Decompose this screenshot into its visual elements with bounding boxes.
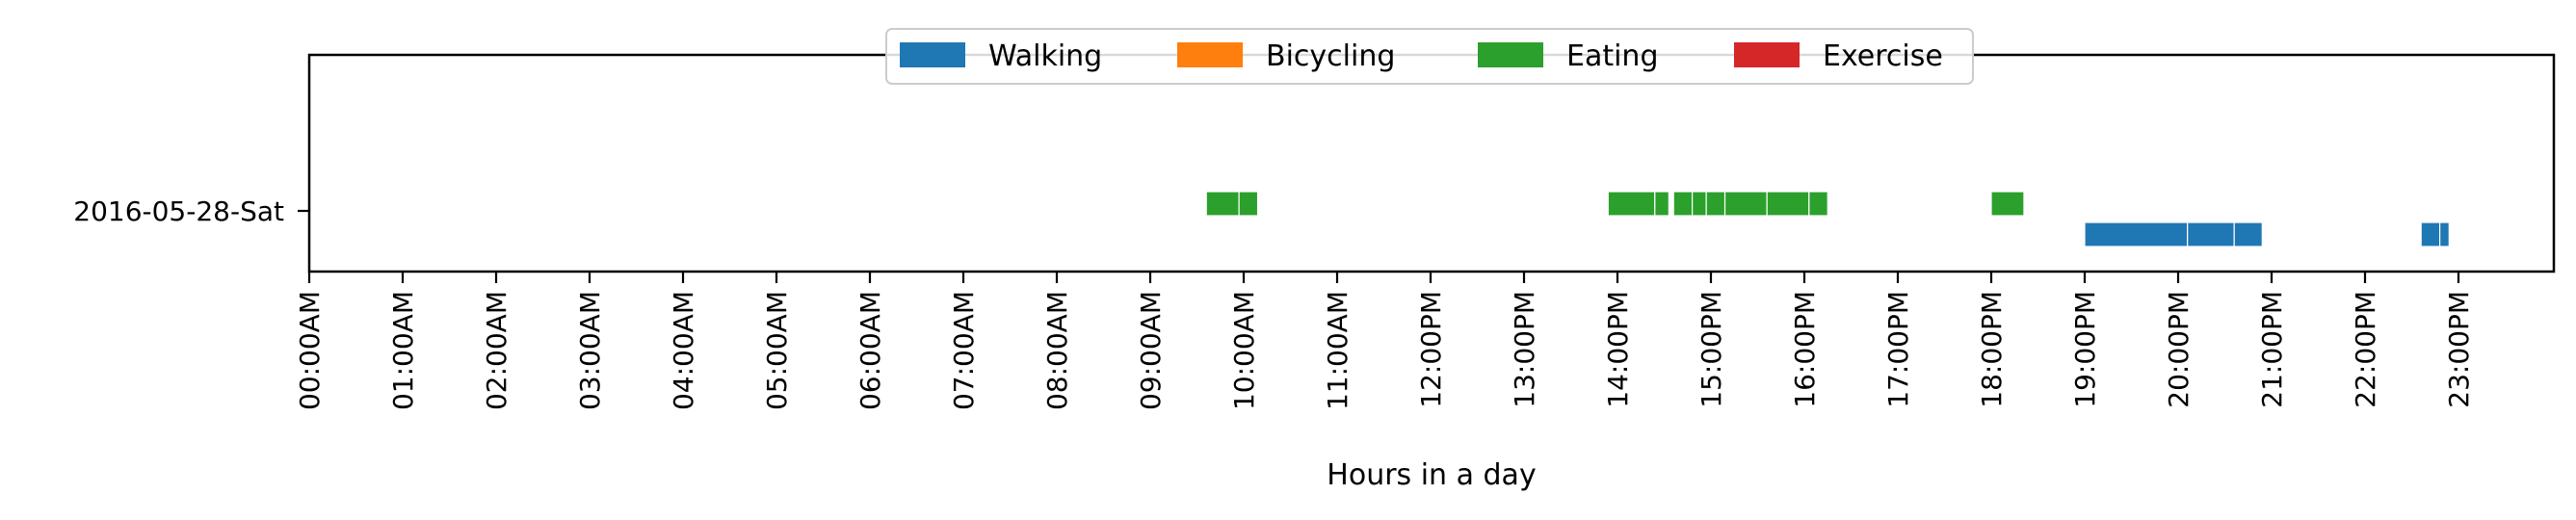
x-tick-label: 04:00AM [668,291,699,410]
x-tick-label: 14:00PM [1602,291,1634,408]
bar-walking-3 [2420,221,2441,247]
x-tick-label: 17:00PM [1882,291,1914,408]
bar-eating-1 [1238,191,1259,217]
x-tick-label: 23:00PM [2443,291,2475,408]
x-tick-label: 20:00PM [2163,291,2195,408]
x-axis-label: Hours in a day [1327,458,1536,492]
x-tick-label: 18:00PM [1976,291,2008,408]
bar-walking-1 [2187,221,2235,247]
bar-walking-0 [2084,221,2189,247]
legend-swatch-bicycling [1177,42,1243,67]
bar-walking-4 [2439,221,2450,247]
x-tick-label: 07:00AM [948,291,980,410]
bar-eating-2 [1607,191,1656,217]
x-tick-label: 00:00AM [294,291,326,410]
legend-label-eating: Eating [1566,39,1659,73]
legend-swatch-walking [900,42,965,67]
y-axis: 2016-05-28-Sat [73,195,309,227]
x-tick-label: 21:00PM [2256,291,2288,408]
bar-walking-2 [2233,221,2263,247]
bar-eating-6 [1705,191,1726,217]
bar-eating-4 [1672,191,1694,217]
x-tick-label: 16:00PM [1789,291,1821,408]
x-tick-label: 19:00PM [2069,291,2101,408]
bar-eating-10 [1990,191,2025,217]
x-axis: 00:00AM 01:00AM 02:00AM 03:00AM 04:00AM 05:00… [294,272,2475,410]
bar-eating-9 [1808,191,1828,217]
x-tick-label: 11:00AM [1322,291,1354,410]
bars-layer [1205,191,2450,247]
x-tick-label: 03:00AM [574,291,606,410]
legend-swatch-eating [1478,42,1543,67]
x-tick-label: 09:00AM [1135,291,1167,410]
legend-label-walking: Walking [988,39,1102,73]
x-tick-label: 22:00PM [2350,291,2381,408]
legend-label-bicycling: Bicycling [1266,39,1395,73]
x-tick-label: 02:00AM [481,291,513,410]
y-tick-label: 2016-05-28-Sat [73,195,284,227]
x-tick-label: 13:00PM [1509,291,1540,408]
bar-eating-5 [1691,191,1707,217]
x-tick-label: 05:00AM [761,291,793,410]
x-tick-label: 12:00PM [1415,291,1447,408]
x-tick-label: 01:00AM [387,291,419,410]
x-tick-label: 06:00AM [854,291,886,410]
x-tick-label: 10:00AM [1228,291,1260,410]
legend-box [885,28,1974,85]
bar-eating-8 [1766,191,1810,217]
legend-swatch-exercise [1734,42,1800,67]
x-tick-label: 15:00PM [1695,291,1727,408]
bar-eating-0 [1205,191,1240,217]
bar-eating-7 [1723,191,1768,217]
legend: Walking Bicycling Eating Exercise [885,28,1974,85]
legend-label-exercise: Exercise [1823,39,1943,73]
bar-eating-3 [1654,191,1669,217]
x-tick-label: 08:00AM [1041,291,1073,410]
